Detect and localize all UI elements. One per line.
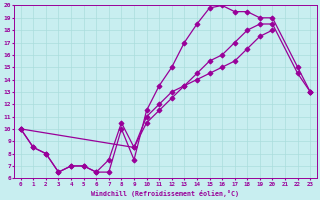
X-axis label: Windchill (Refroidissement éolien,°C): Windchill (Refroidissement éolien,°C)	[92, 190, 239, 197]
